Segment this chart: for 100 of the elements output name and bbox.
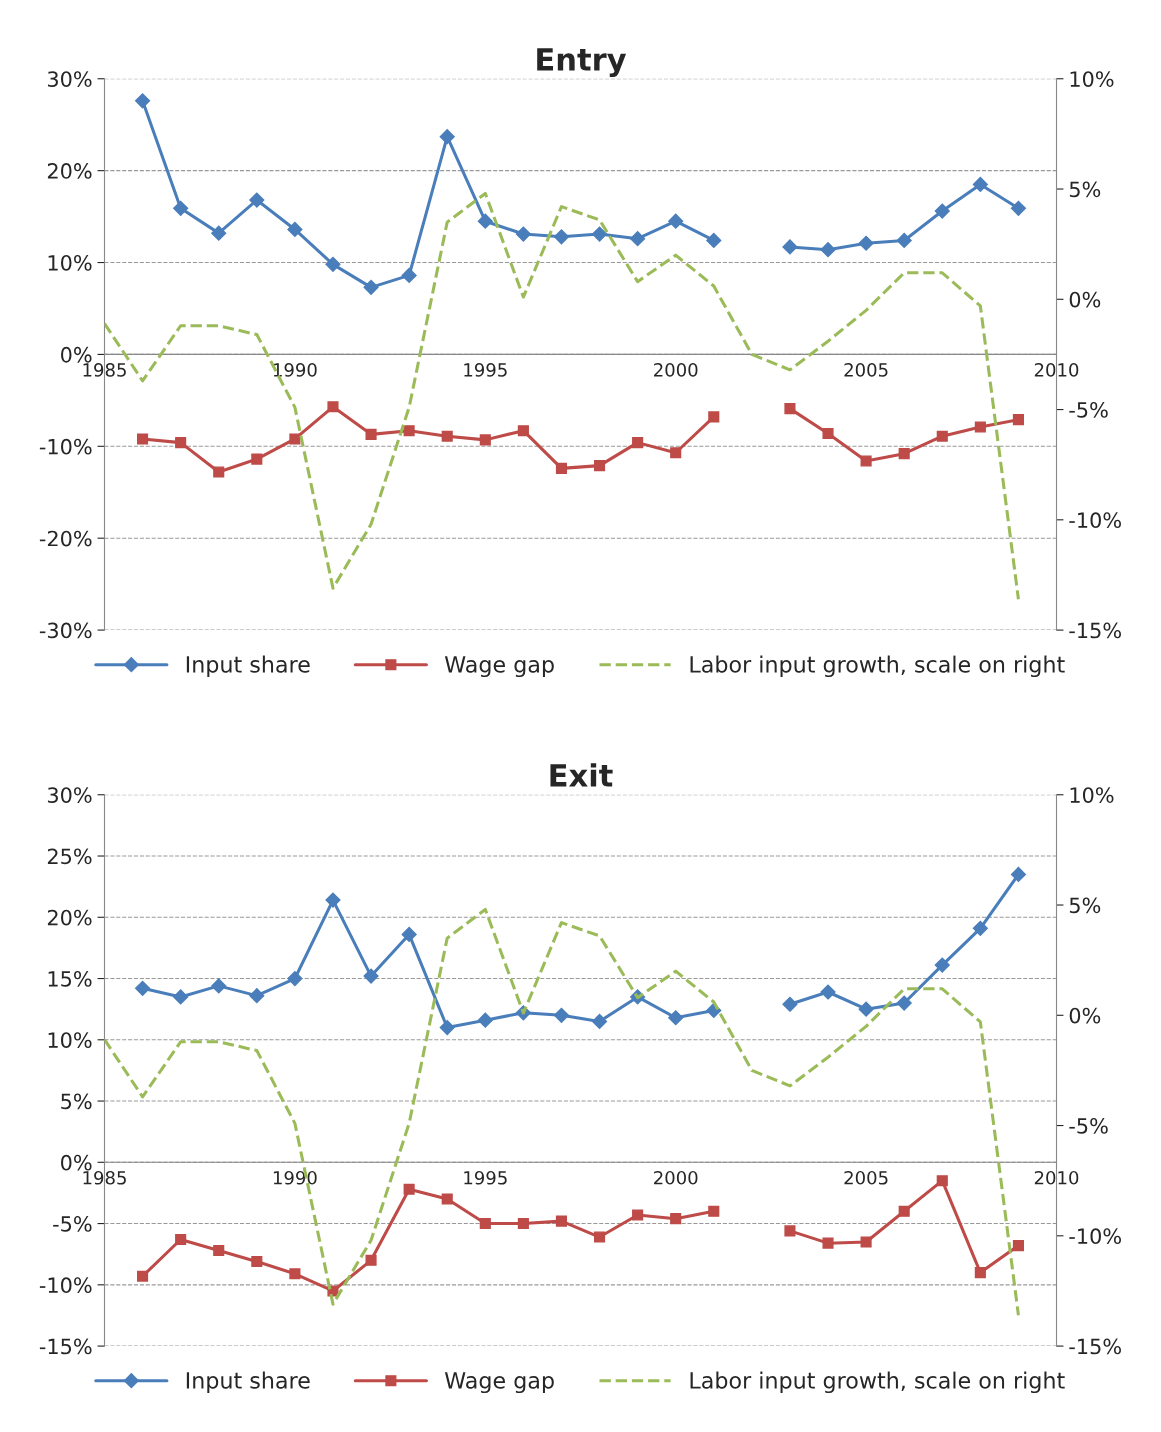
x-tick-label: 1985 [83,363,126,377]
y2-tick-label: -15% [1069,622,1121,639]
y-tick-label: -15% [39,1338,92,1355]
point [137,1270,149,1282]
y-tick-label: -30% [39,622,92,639]
point [896,995,912,1011]
point [593,460,606,472]
y-tick-label: 5% [61,1093,92,1110]
point [708,1205,720,1217]
point [1010,866,1026,882]
chart-title: Entry [537,48,627,78]
point [327,401,339,413]
point [1012,1240,1024,1252]
point [137,433,149,445]
point [820,242,836,258]
point [517,1218,529,1230]
point [972,920,988,936]
point [668,213,684,229]
point [972,176,988,192]
point [365,1254,377,1266]
y-tick-label: 30% [47,787,92,803]
point [974,421,986,433]
y2-tick-label: 10% [1070,71,1114,87]
point [289,433,301,445]
point [135,980,151,996]
y-tick-label: 25% [47,848,92,865]
x-tick-label: 2010 [1034,1170,1079,1185]
point [477,1012,493,1028]
point [553,229,570,245]
point [289,1268,301,1280]
point [441,430,453,442]
point [439,129,455,145]
point [822,427,834,439]
y-tick-label: -10% [39,1277,92,1294]
point [708,411,720,423]
legend-label: Wage gap [444,656,554,678]
chart-title: Exit [550,763,613,787]
point [325,256,341,272]
y-tick-label: 10% [48,254,92,271]
y2-tick-label: 5% [1069,897,1101,914]
y-tick-label: 20% [47,163,92,179]
point [591,1013,608,1029]
point [175,437,187,449]
point [782,239,798,255]
y-tick-label: 0% [61,346,92,363]
y2-tick-label: -10% [1069,1228,1121,1245]
point [175,1233,187,1246]
y2-tick-label: 0% [1069,1007,1101,1024]
point [325,892,341,908]
point [363,968,379,984]
point [898,448,910,460]
point [479,434,491,446]
point [668,1010,684,1026]
point [515,226,531,242]
legend-label: Labor input growth, scale on right [690,655,1065,678]
point [439,1019,455,1036]
point [287,970,303,987]
point [593,1231,606,1243]
point [936,430,948,442]
y-tick-label: 0% [61,1154,92,1171]
point [365,428,377,440]
x-tick-label: 1995 [464,1170,507,1185]
point [403,1183,415,1195]
y2-tick-label: 10% [1070,787,1114,803]
point [401,267,417,283]
x-tick-label: 2005 [844,363,888,377]
legend-label: Wage gap [444,1372,554,1394]
y-tick-label: -10% [39,438,92,455]
point [555,1215,568,1227]
y-tick-label: 30% [47,71,92,87]
legend-label: Input share [186,655,310,678]
point [706,232,722,249]
y2-tick-label: -5% [1069,402,1108,418]
point [403,425,415,437]
y-tick-label: 15% [48,970,92,987]
point [858,235,874,251]
y-tick-label: -20% [39,530,92,547]
point [632,437,644,449]
x-tick-label: 1990 [273,1170,317,1185]
y2-tick-label: -10% [1069,512,1121,529]
x-tick-label: 2005 [844,1170,888,1185]
y2-tick-label: -5% [1069,1118,1108,1134]
x-tick-label: 2000 [654,1170,698,1185]
point [670,1213,682,1225]
point [553,1007,570,1023]
point [936,1175,948,1187]
point [782,996,798,1012]
point [363,279,379,295]
legend-label: Input share [186,1371,310,1394]
point [898,1205,910,1217]
point [860,1236,872,1248]
point [784,1225,796,1237]
point [211,225,227,241]
point [822,1237,834,1249]
point [441,1193,453,1205]
point [896,232,912,249]
point [173,989,189,1005]
point [249,988,265,1004]
y-tick-label: 10% [48,1032,92,1048]
point [477,213,493,229]
